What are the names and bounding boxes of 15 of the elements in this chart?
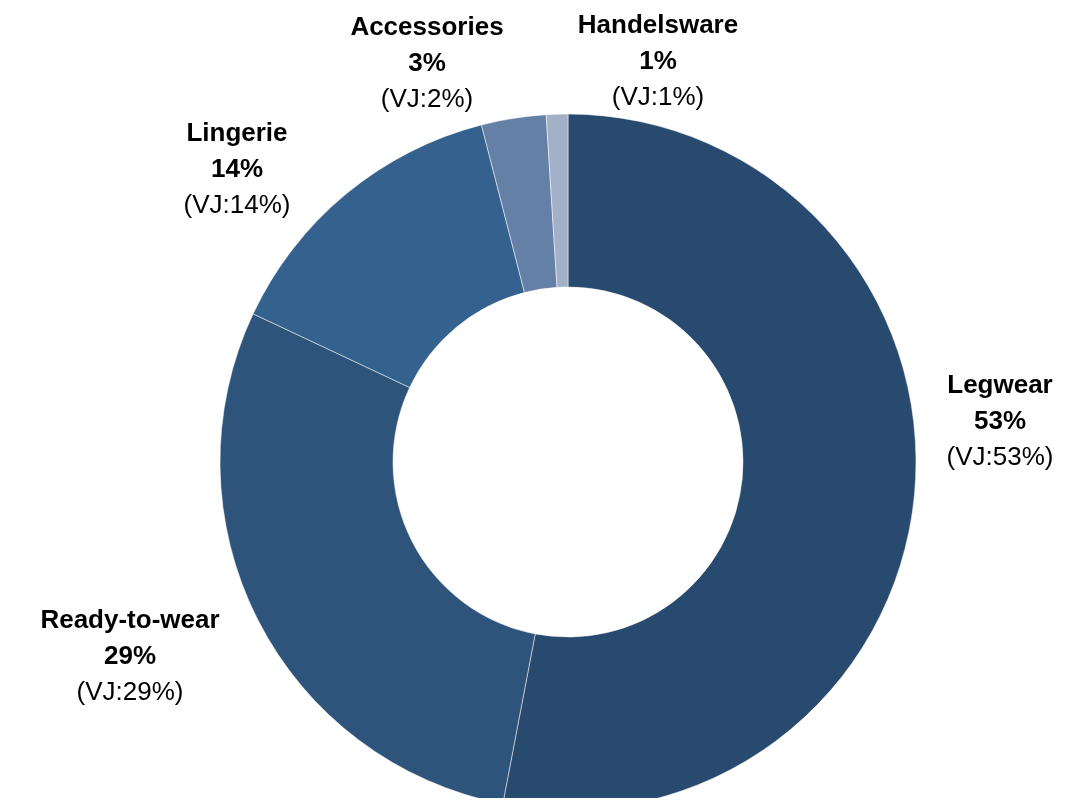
- data-label: 3%: [408, 47, 446, 77]
- text: (VJ:1%): [611, 81, 705, 111]
- data-label: 29%: [103, 640, 157, 670]
- text: (VJ:2%): [380, 83, 474, 113]
- text: (VJ:29%): [76, 676, 184, 706]
- data-label: 1%: [639, 45, 677, 75]
- text: (VJ:14%): [183, 189, 291, 219]
- slice-label: Ready-to-wear: [40, 604, 220, 634]
- data-label: 14%: [210, 153, 264, 183]
- slice-label: Accessories: [350, 11, 504, 41]
- slice-label: Handelsware: [577, 9, 739, 39]
- text: (VJ:53%): [946, 441, 1054, 471]
- slice-label: Legwear: [947, 369, 1053, 399]
- data-label: 53%: [973, 405, 1027, 435]
- slice-label: Lingerie: [186, 117, 288, 147]
